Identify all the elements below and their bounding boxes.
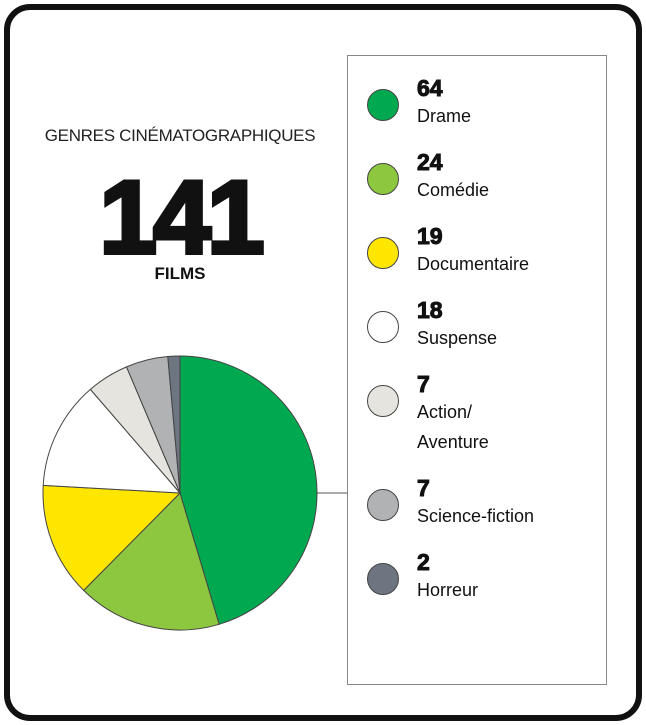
legend-text: 18 Suspense	[416, 297, 498, 353]
legend-item: 19 Documentaire	[348, 223, 606, 279]
pie-slice	[179, 355, 318, 625]
total-unit: FILMS	[154, 264, 206, 283]
legend-text: 64 Drame	[416, 75, 472, 131]
legend-item: 24 Comédie	[348, 149, 606, 205]
chart-title: GENRES CINÉMATOGRAPHIQUES	[44, 126, 316, 145]
pie-slice	[167, 355, 181, 494]
legend: 64 Drame 24 Comédie 19 Documentaire 18 Suspense…	[347, 55, 607, 685]
legend-value: 18	[416, 297, 443, 324]
legend-item: 18 Suspense	[348, 297, 606, 353]
legend-swatch	[367, 237, 399, 269]
legend-label: Suspense	[417, 328, 498, 348]
legend-item: 7 Action/ Aventure	[348, 371, 606, 457]
legend-swatch	[367, 563, 399, 595]
legend-swatch	[367, 385, 399, 417]
legend-swatch	[367, 89, 399, 121]
legend-text: 7 Science-fiction	[416, 475, 535, 531]
legend-swatch	[367, 311, 399, 343]
legend-swatch	[367, 489, 399, 521]
legend-item: 2 Horreur	[348, 549, 606, 605]
legend-swatch	[367, 163, 399, 195]
legend-value: 24	[416, 149, 443, 176]
legend-label: Documentaire	[417, 254, 530, 274]
legend-item: 7 Science-fiction	[348, 475, 606, 531]
pie-slice	[42, 388, 182, 494]
legend-item: 64 Drame	[348, 75, 606, 131]
legend-text: 7 Action/ Aventure	[417, 371, 489, 457]
legend-value: 7	[416, 475, 430, 502]
total: 141	[97, 160, 267, 276]
legend-text: 24 Comédie	[416, 149, 490, 205]
pie-slice	[42, 484, 182, 592]
legend-value: 64	[416, 75, 443, 102]
legend-label: Horreur	[417, 580, 479, 600]
legend-label: Comédie	[417, 180, 490, 200]
legend-value: 7	[417, 371, 431, 398]
legend-text: 19 Documentaire	[416, 223, 530, 279]
legend-label: Drame	[417, 106, 472, 126]
legend-value: 2	[416, 549, 430, 576]
legend-text: 2 Horreur	[416, 549, 479, 605]
pie-slice	[82, 492, 220, 631]
legend-label: Action/ Aventure	[417, 402, 489, 452]
legend-label: Science-fiction	[417, 506, 535, 526]
legend-value: 19	[416, 223, 443, 250]
